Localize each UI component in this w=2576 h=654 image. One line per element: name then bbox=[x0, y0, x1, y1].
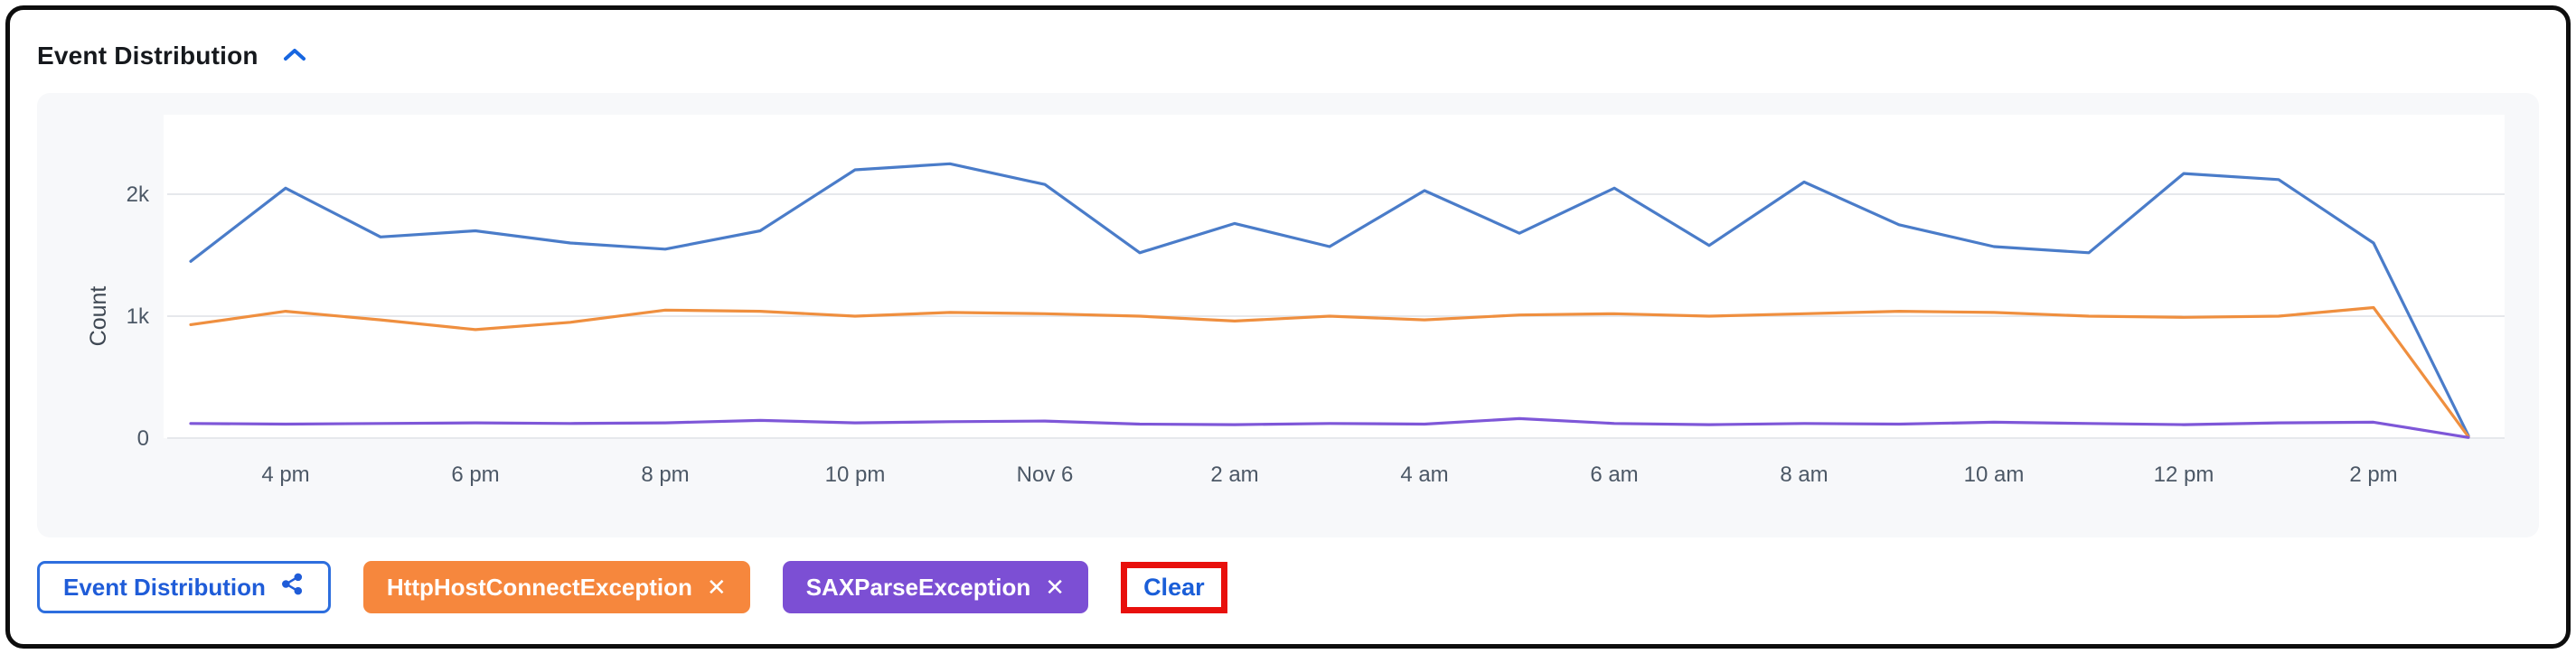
clear-filters-button[interactable]: Clear bbox=[1143, 573, 1205, 601]
svg-text:2k: 2k bbox=[127, 182, 150, 207]
svg-text:10 pm: 10 pm bbox=[825, 462, 886, 487]
svg-text:4 am: 4 am bbox=[1400, 462, 1448, 487]
filter-chip-label: SAXParseException bbox=[805, 573, 1031, 601]
svg-text:2 am: 2 am bbox=[1210, 462, 1258, 487]
event-distribution-chip-label: Event Distribution bbox=[63, 573, 266, 601]
panel-title: Event Distribution bbox=[37, 42, 259, 70]
svg-text:1k: 1k bbox=[127, 304, 150, 329]
svg-text:8 am: 8 am bbox=[1780, 462, 1828, 487]
clear-annotation-highlight: Clear bbox=[1121, 561, 1227, 613]
svg-text:10 am: 10 am bbox=[1964, 462, 2025, 487]
chevron-up-icon bbox=[282, 47, 307, 66]
filter-chip-label: HttpHostConnectException bbox=[386, 573, 692, 601]
svg-text:8 pm: 8 pm bbox=[641, 462, 689, 487]
share-icon bbox=[280, 572, 305, 603]
close-icon[interactable]: ✕ bbox=[706, 574, 727, 601]
svg-text:12 pm: 12 pm bbox=[2154, 462, 2214, 487]
svg-text:4 pm: 4 pm bbox=[261, 462, 309, 487]
filter-chip-saxparseexception[interactable]: SAXParseException ✕ bbox=[782, 561, 1089, 613]
event-distribution-chart-panel: 0 1k 2k 4 pm 6 pm 8 pm 10 pm Nov 6 2 am 4 am 6 am 8… bbox=[37, 93, 2539, 537]
svg-text:6 pm: 6 pm bbox=[451, 462, 499, 487]
app-frame: Event Distribution 0 1k 2k 4 pm 6 pm 8 pm 10 p… bbox=[5, 5, 2571, 649]
event-distribution-chart: 0 1k 2k 4 pm 6 pm 8 pm 10 pm Nov 6 2 am 4 am 6 am 8… bbox=[86, 115, 2505, 487]
panel-header: Event Distribution bbox=[37, 37, 2539, 75]
svg-text:Count: Count bbox=[86, 286, 111, 347]
svg-text:6 am: 6 am bbox=[1590, 462, 1638, 487]
filter-chips-row: Event Distribution HttpHostConnectExcept… bbox=[37, 561, 2539, 613]
svg-text:2 pm: 2 pm bbox=[2349, 462, 2397, 487]
event-distribution-chip[interactable]: Event Distribution bbox=[37, 561, 331, 613]
close-icon[interactable]: ✕ bbox=[1045, 574, 1066, 601]
svg-text:0: 0 bbox=[137, 426, 149, 451]
svg-text:Nov 6: Nov 6 bbox=[1017, 462, 1074, 487]
filter-chip-httphostconnectexception[interactable]: HttpHostConnectException ✕ bbox=[362, 561, 750, 613]
collapse-panel-button[interactable] bbox=[277, 38, 313, 74]
